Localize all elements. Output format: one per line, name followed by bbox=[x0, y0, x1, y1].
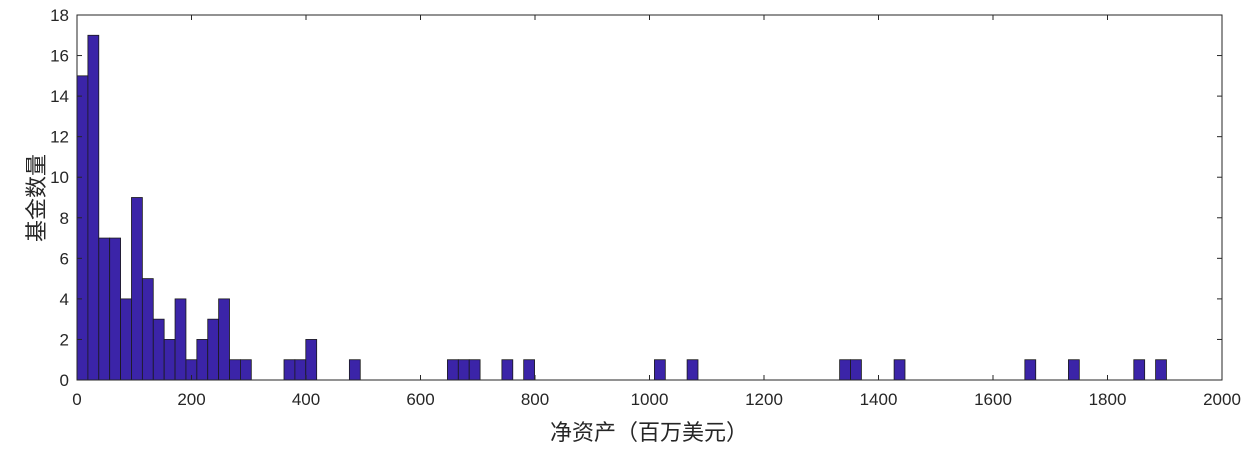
histogram-bar bbox=[468, 359, 481, 381]
histogram-bar bbox=[686, 359, 699, 381]
histogram-bar bbox=[305, 339, 318, 381]
histogram-bar bbox=[131, 197, 143, 381]
y-tick-label: 4 bbox=[60, 290, 69, 309]
histogram-bar bbox=[141, 278, 154, 381]
x-tick-label: 600 bbox=[406, 390, 434, 409]
histogram-bar bbox=[163, 339, 176, 381]
y-tick-label: 2 bbox=[60, 330, 69, 349]
x-tick-label: 400 bbox=[292, 390, 320, 409]
bars-group bbox=[76, 34, 1167, 381]
y-tick-label: 12 bbox=[50, 128, 69, 147]
y-tick-label: 6 bbox=[60, 249, 69, 268]
x-tick-label: 1200 bbox=[745, 390, 783, 409]
y-tick-label: 10 bbox=[50, 168, 69, 187]
histogram-bar bbox=[457, 359, 470, 381]
histogram-bar bbox=[196, 339, 209, 381]
y-tick-label: 14 bbox=[50, 87, 69, 106]
histogram-bar bbox=[152, 318, 165, 381]
y-axis-label: 基金数量 bbox=[25, 154, 50, 242]
histogram-bar bbox=[240, 359, 252, 381]
histogram-bar bbox=[218, 298, 230, 381]
histogram-bar bbox=[893, 359, 906, 381]
histogram-bar bbox=[207, 318, 220, 381]
histogram-bar bbox=[76, 75, 89, 381]
x-tick-label: 1600 bbox=[974, 390, 1012, 409]
histogram-bar bbox=[109, 237, 121, 381]
x-tick-label: 200 bbox=[177, 390, 205, 409]
histogram-bar bbox=[850, 359, 862, 381]
histogram-bar bbox=[348, 359, 361, 381]
histogram-bar bbox=[87, 34, 100, 381]
x-axis-label: 净资产（百万美元） bbox=[550, 421, 748, 446]
x-tick-label: 1000 bbox=[631, 390, 669, 409]
histogram-bar bbox=[447, 359, 459, 381]
x-tick-label: 1800 bbox=[1089, 390, 1127, 409]
x-tick-label: 2000 bbox=[1203, 390, 1241, 409]
y-tick-label: 16 bbox=[50, 47, 69, 66]
plot-frame bbox=[76, 14, 1223, 381]
histogram-bar bbox=[1133, 359, 1146, 381]
histogram-bar bbox=[98, 237, 111, 381]
histogram-bar bbox=[294, 359, 307, 381]
histogram-bar bbox=[1068, 359, 1080, 381]
y-tick-label: 0 bbox=[60, 371, 69, 390]
histogram-bar bbox=[120, 298, 132, 381]
histogram-bar bbox=[229, 359, 241, 381]
histogram-bar bbox=[174, 298, 187, 381]
histogram-bar bbox=[1155, 359, 1167, 381]
histogram-bar bbox=[654, 359, 666, 381]
histogram-bar bbox=[283, 359, 296, 381]
histogram-bar bbox=[839, 359, 851, 381]
x-tick-label: 800 bbox=[521, 390, 549, 409]
x-tick-label: 0 bbox=[72, 390, 81, 409]
y-tick-label: 18 bbox=[50, 6, 69, 25]
histogram-bar bbox=[523, 359, 535, 381]
ticks-group: 0 200 400 600 800 1000 1200 1400 1600 1800 2000 0 2 4… bbox=[50, 6, 1241, 409]
y-tick-label: 8 bbox=[60, 209, 69, 228]
histogram-bar bbox=[501, 359, 514, 381]
histogram-bar bbox=[1024, 359, 1037, 381]
x-tick-label: 1400 bbox=[860, 390, 898, 409]
